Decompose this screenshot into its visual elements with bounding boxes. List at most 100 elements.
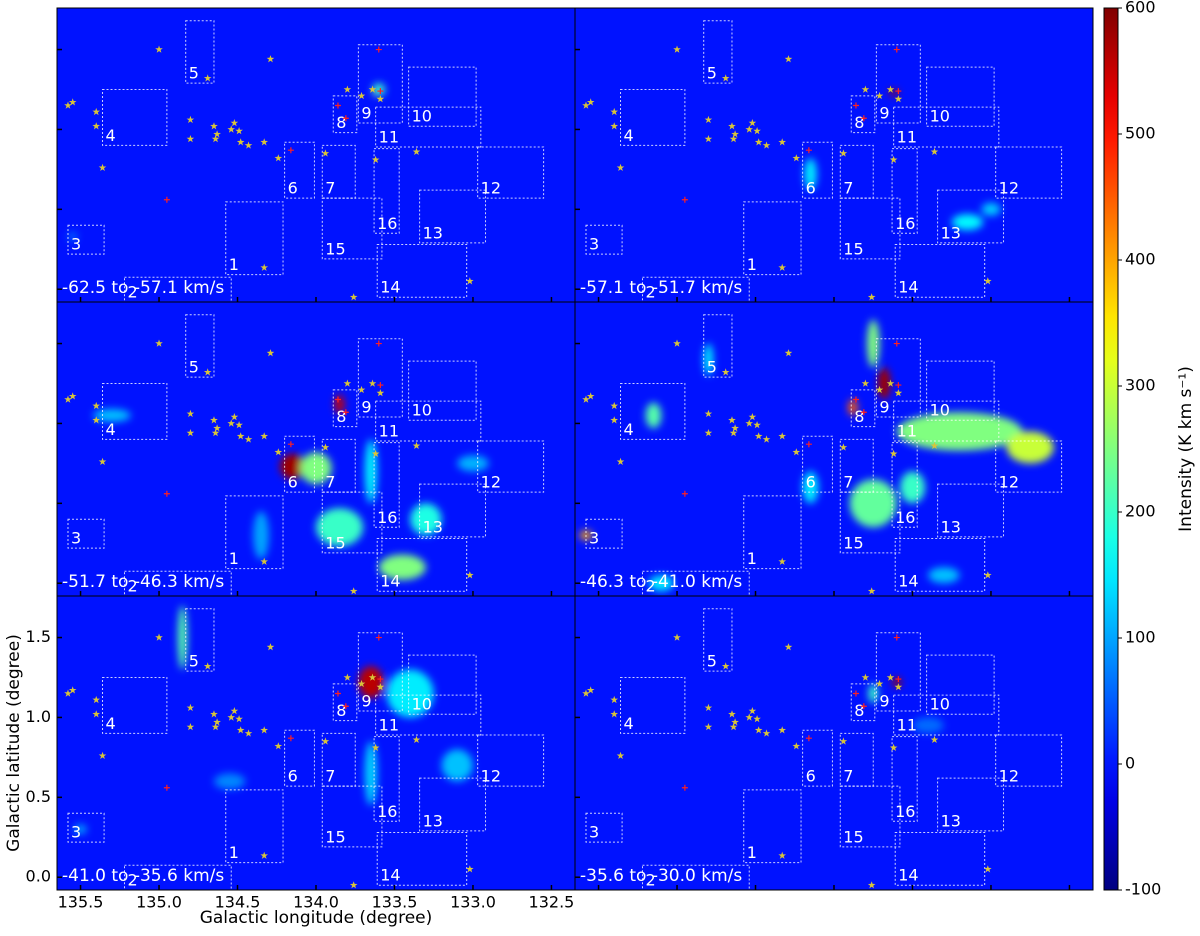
region-label: 10 — [930, 401, 950, 420]
region-box — [620, 382, 686, 440]
x-axis-label: Galactic longitude (degree) — [200, 908, 433, 928]
region-box — [743, 201, 802, 276]
region-box — [123, 570, 232, 596]
star-marker — [867, 293, 876, 301]
star-marker — [875, 385, 884, 394]
x-tick-label: 134.5 — [215, 893, 261, 912]
star-marker — [673, 45, 681, 53]
star-marker — [98, 457, 107, 465]
star-marker — [92, 710, 100, 718]
region-box — [284, 141, 315, 199]
star-marker — [376, 683, 385, 691]
region-label: 13 — [423, 517, 443, 536]
star-marker — [778, 726, 786, 734]
region-box — [185, 608, 215, 672]
region-box — [926, 654, 995, 715]
star-marker — [745, 125, 753, 133]
star-marker — [186, 115, 195, 124]
region-label: 7 — [843, 179, 853, 198]
region-label: 11 — [379, 716, 399, 735]
emission-clump — [804, 158, 817, 191]
region-box — [802, 729, 833, 787]
emission — [868, 677, 944, 734]
region-box — [321, 144, 356, 199]
plus-marker — [860, 115, 867, 122]
star-marker — [260, 432, 268, 440]
region-box — [894, 831, 986, 886]
emission-clump — [378, 554, 426, 581]
plus-marker — [860, 409, 867, 416]
star-marker — [839, 443, 848, 451]
colorbar-tick-label: -100 — [1125, 880, 1161, 899]
star-marker — [64, 689, 72, 697]
region-box — [891, 442, 918, 528]
star-marker — [673, 339, 681, 347]
star-marker — [894, 95, 903, 103]
region-box — [357, 632, 403, 712]
region-label: 9 — [361, 398, 371, 417]
region-label: 14 — [380, 572, 400, 591]
star-marker — [244, 141, 253, 149]
star-marker — [210, 122, 218, 130]
star-marker — [586, 686, 595, 694]
region-label: 12 — [481, 179, 501, 198]
star-marker — [762, 141, 771, 149]
region-box — [937, 189, 1005, 244]
emission-clump — [364, 439, 378, 504]
region-box — [225, 789, 284, 864]
region-box — [102, 88, 168, 146]
star-marker — [244, 435, 253, 443]
star-marker — [894, 389, 903, 397]
region-label: 4 — [106, 126, 116, 145]
colorbar-tick-label: 200 — [1125, 502, 1156, 521]
star-marker — [616, 457, 625, 465]
region-label: 15 — [325, 533, 345, 552]
star-marker — [230, 413, 239, 421]
emission-clump — [316, 508, 364, 547]
plus-marker — [287, 735, 294, 742]
region-label: 6 — [806, 767, 816, 786]
colorbar — [1103, 7, 1119, 891]
region-label: 6 — [806, 473, 816, 492]
region-label: 13 — [941, 223, 961, 242]
velocity-label: -57.1 to -51.7 km/s — [580, 278, 742, 298]
region-label: 14 — [898, 572, 918, 591]
region-box — [477, 146, 545, 199]
region-label: 13 — [423, 811, 443, 830]
star-marker — [211, 135, 220, 143]
region-box — [321, 785, 383, 848]
star-marker — [371, 743, 380, 751]
emission-clump — [74, 824, 87, 835]
region-box — [850, 95, 876, 134]
plus-marker — [895, 88, 902, 95]
star-marker — [211, 429, 220, 437]
star-marker — [274, 154, 283, 162]
y-tick-label: 0.0 — [26, 867, 51, 886]
region-box — [839, 732, 874, 787]
region-box — [641, 864, 750, 890]
star-marker — [778, 557, 786, 565]
region-label: 7 — [843, 473, 853, 492]
region-box — [373, 442, 400, 528]
region-label: 10 — [412, 695, 432, 714]
region-label: 10 — [930, 695, 950, 714]
region-box — [802, 141, 833, 199]
star-marker — [235, 127, 243, 135]
region-label: 10 — [412, 107, 432, 126]
star-marker — [728, 710, 736, 718]
star-marker — [754, 138, 763, 146]
plus-marker — [377, 88, 384, 95]
star-marker — [92, 695, 100, 704]
region-box — [937, 483, 1005, 538]
star-marker — [616, 751, 625, 759]
emission-clump — [928, 567, 960, 584]
emission-clump — [981, 202, 1001, 216]
velocity-label: -51.7 to -46.3 km/s — [62, 572, 224, 592]
star-marker — [731, 424, 739, 432]
star-marker — [704, 135, 713, 143]
star-marker — [68, 392, 77, 400]
star-marker — [886, 85, 895, 93]
region-box — [995, 440, 1063, 493]
star-marker — [784, 643, 793, 651]
